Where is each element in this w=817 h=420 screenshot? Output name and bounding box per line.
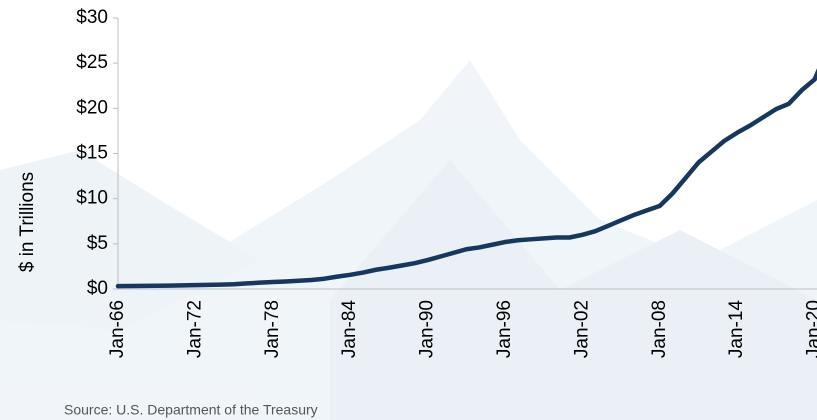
x-tick-label: Jan-20 bbox=[804, 300, 817, 358]
y-tick-label: $15 bbox=[76, 143, 108, 164]
y-tick-label: $10 bbox=[76, 188, 108, 209]
x-tick-label: Jan-90 bbox=[417, 300, 438, 358]
line bbox=[115, 68, 817, 289]
y-tick-label: $20 bbox=[76, 97, 108, 118]
x-tick-label: Jan-14 bbox=[726, 300, 747, 359]
y-tick-label: $0 bbox=[87, 278, 108, 299]
y-tick-label: $30 bbox=[76, 7, 108, 28]
x-tick-label: Jan-08 bbox=[649, 300, 670, 358]
source: Source: U.S. Department of the Treasury bbox=[64, 402, 318, 418]
x-tick-label: Jan-02 bbox=[571, 300, 592, 358]
y-tick-label: $25 bbox=[76, 52, 108, 73]
background-mountains bbox=[0, 60, 817, 420]
x-tick-label: Jan-84 bbox=[339, 300, 360, 359]
x-tick-label: Jan-78 bbox=[262, 300, 283, 358]
y-tick-label: $5 bbox=[87, 233, 108, 254]
y-axis-label: $ in Trillions bbox=[17, 172, 38, 272]
mountain bbox=[330, 160, 817, 420]
x-tick-label: Jan-66 bbox=[107, 300, 128, 358]
x-tick-label: Jan-72 bbox=[184, 300, 205, 358]
x-tick-label: Jan-96 bbox=[494, 300, 515, 358]
